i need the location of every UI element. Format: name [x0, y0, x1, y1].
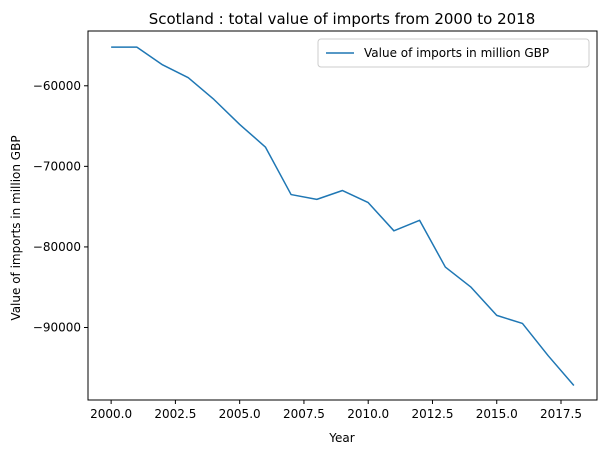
x-axis-label: Year	[328, 431, 354, 445]
legend: Value of imports in million GBP	[317, 38, 590, 68]
x-tick-label: 2002.5	[154, 407, 196, 421]
y-tick-label: −80000	[33, 240, 81, 254]
legend-box	[317, 38, 590, 68]
series-line	[111, 46, 575, 386]
x-tick-label: 2015.0	[476, 407, 518, 421]
x-tick-label: 2012.5	[411, 407, 453, 421]
x-tick-label: 2010.0	[347, 407, 389, 421]
x-tick-label: 2017.5	[540, 407, 582, 421]
x-tick-label: 2005.0	[219, 407, 261, 421]
y-axis-ticks: −60000 −70000 −80000 −90000	[33, 79, 88, 334]
x-tick-label: 2007.5	[283, 407, 325, 421]
x-tick-label: 2000.0	[90, 407, 132, 421]
y-axis-label: Value of imports in million GBP	[9, 135, 23, 320]
y-tick-label: −70000	[33, 159, 81, 173]
series-group	[111, 46, 575, 386]
x-axis-ticks: 2000.0 2002.5 2005.0 2007.5 2010.0 2012.5 2015…	[90, 400, 582, 421]
legend-label: Value of imports in million GBP	[364, 46, 549, 60]
plot-frame	[87, 30, 598, 401]
chart-title: Scotland : total value of imports from 2…	[149, 10, 536, 28]
y-tick-label: −60000	[33, 79, 81, 93]
y-tick-label: −90000	[33, 320, 81, 334]
